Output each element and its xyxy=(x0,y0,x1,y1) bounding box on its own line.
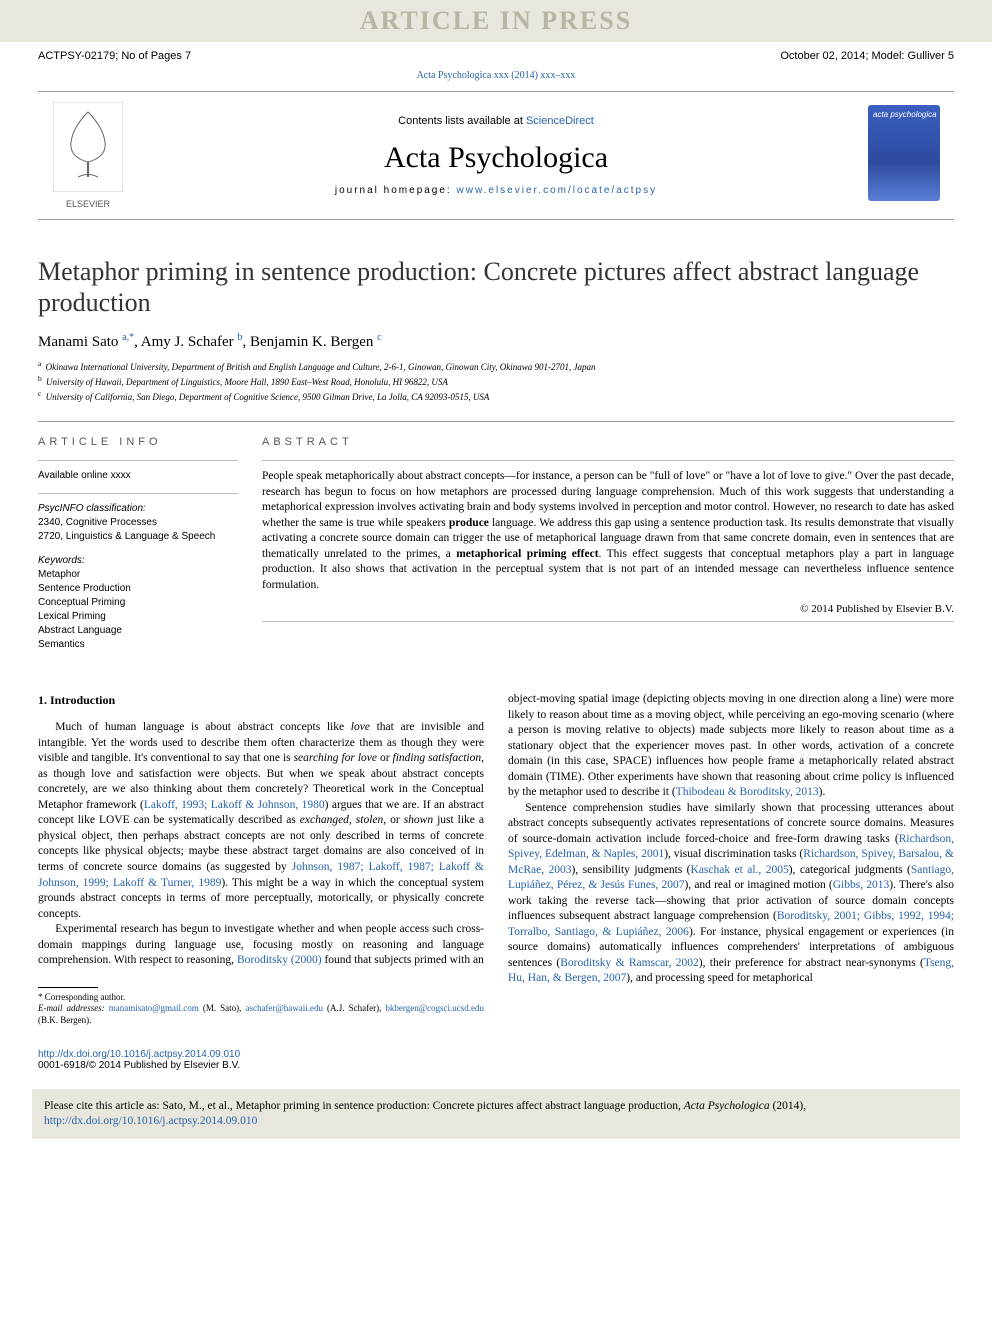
keyword-item: Conceptual Priming xyxy=(38,596,238,610)
sciencedirect-link[interactable]: ScienceDirect xyxy=(526,115,594,127)
keyword-item: Lexical Priming xyxy=(38,610,238,624)
journal-ref-link[interactable]: Acta Psychologica xxx (2014) xxx–xxx xyxy=(417,70,576,81)
author-list: Manami Sato a,*, Amy J. Schafer b, Benja… xyxy=(38,332,954,351)
keyword-item: Semantics xyxy=(38,638,238,652)
body-paragraph: Much of human language is about abstract… xyxy=(38,720,484,922)
elsevier-tree-icon xyxy=(53,102,123,192)
article-info-label: article info xyxy=(38,436,238,448)
body-paragraph: Sentence comprehension studies have simi… xyxy=(508,801,954,987)
contents-prefix: Contents lists available at xyxy=(398,115,526,127)
affiliation-line: b University of Hawaii, Department of Li… xyxy=(38,374,954,389)
body-paragraph: Experimental research has begun to inves… xyxy=(38,922,484,969)
classification-item: 2720, Linguistics & Language & Speech xyxy=(38,530,238,544)
available-online-block: Available online xxxx xyxy=(38,460,238,483)
cite-suffix: (2014), xyxy=(770,1100,806,1112)
article-in-press-watermark: ARTICLE IN PRESS xyxy=(0,0,992,42)
journal-reference-line: Acta Psychologica xxx (2014) xxx–xxx xyxy=(0,66,992,91)
contents-line: Contents lists available at ScienceDirec… xyxy=(138,115,854,127)
cite-prefix: Please cite this article as: Sato, M., e… xyxy=(44,1100,684,1112)
citation-box: Please cite this article as: Sato, M., e… xyxy=(32,1089,960,1139)
corresponding-author-note: * Corresponding author. xyxy=(38,992,484,1004)
journal-cover-block: acta psychologica xyxy=(854,105,954,206)
classification-label: PsycINFO classification: xyxy=(38,502,238,516)
keyword-item: Metaphor xyxy=(38,568,238,582)
keyword-item: Sentence Production xyxy=(38,582,238,596)
classification-block: PsycINFO classification: 2340, Cognitive… xyxy=(38,493,238,544)
info-abstract-row: article info Available online xxxx PsycI… xyxy=(38,421,954,662)
masthead-center: Contents lists available at ScienceDirec… xyxy=(138,115,854,196)
homepage-link[interactable]: www.elsevier.com/locate/actpsy xyxy=(457,185,658,196)
abstract-column: abstract People speak metaphorically abo… xyxy=(262,436,954,662)
running-header: ACTPSY-02179; No of Pages 7 October 02, … xyxy=(0,42,992,66)
journal-cover-thumb: acta psychologica xyxy=(868,105,940,201)
body-two-columns: 1. Introduction Much of human language i… xyxy=(38,692,954,1027)
abstract-copyright: © 2014 Published by Elsevier B.V. xyxy=(262,603,954,615)
homepage-line: journal homepage: www.elsevier.com/locat… xyxy=(138,185,854,196)
email-addresses-line: E-mail addresses: manamisato@gmail.com (… xyxy=(38,1003,484,1026)
issn-copyright-line: 0001-6918/© 2014 Published by Elsevier B… xyxy=(38,1060,240,1071)
article-info-sidebar: article info Available online xxxx PsycI… xyxy=(38,436,238,662)
keyword-item: Abstract Language xyxy=(38,624,238,638)
cover-thumb-label: acta psychologica xyxy=(873,110,937,119)
footnotes-block: * Corresponding author. E-mail addresses… xyxy=(38,992,484,1027)
doi-block: http://dx.doi.org/10.1016/j.actpsy.2014.… xyxy=(38,1049,954,1071)
classification-item: 2340, Cognitive Processes xyxy=(38,516,238,530)
abstract-label: abstract xyxy=(262,436,954,448)
email-link[interactable]: bkbergen@cogsci.ucsd.edu xyxy=(385,1003,484,1013)
email-link[interactable]: manamisato@gmail.com xyxy=(109,1003,199,1013)
affiliation-line: a Okinawa International University, Depa… xyxy=(38,359,954,374)
keywords-block: Keywords: MetaphorSentence ProductionCon… xyxy=(38,554,238,652)
body-col-left: 1. Introduction Much of human language i… xyxy=(38,692,484,1027)
affiliations: a Okinawa International University, Depa… xyxy=(38,359,954,403)
available-online-text: Available online xxxx xyxy=(38,470,131,481)
abstract-bottom-rule xyxy=(262,621,954,622)
homepage-label: journal homepage: xyxy=(335,185,457,196)
journal-name: Acta Psychologica xyxy=(138,141,854,175)
cite-doi-link[interactable]: http://dx.doi.org/10.1016/j.actpsy.2014.… xyxy=(44,1115,257,1127)
body-col-right: object-moving spatial image (depicting o… xyxy=(508,692,954,1027)
cite-journal-italic: Acta Psychologica xyxy=(684,1100,770,1112)
section-heading-intro: 1. Introduction xyxy=(38,692,484,708)
abstract-text: People speak metaphorically about abstra… xyxy=(262,460,954,593)
email-link[interactable]: aschafer@hawaii.edu xyxy=(245,1003,323,1013)
footnote-separator xyxy=(38,987,98,988)
publisher-name: ELSEVIER xyxy=(38,199,138,209)
header-left: ACTPSY-02179; No of Pages 7 xyxy=(38,50,191,62)
journal-masthead: ELSEVIER Contents lists available at Sci… xyxy=(38,91,954,220)
header-right: October 02, 2014; Model: Gulliver 5 xyxy=(780,50,954,62)
body-paragraph: object-moving spatial image (depicting o… xyxy=(508,692,954,801)
article-title: Metaphor priming in sentence production:… xyxy=(38,256,954,318)
keywords-label: Keywords: xyxy=(38,554,238,568)
publisher-logo-block: ELSEVIER xyxy=(38,102,138,209)
affiliation-line: c University of California, San Diego, D… xyxy=(38,389,954,404)
doi-link[interactable]: http://dx.doi.org/10.1016/j.actpsy.2014.… xyxy=(38,1049,240,1060)
